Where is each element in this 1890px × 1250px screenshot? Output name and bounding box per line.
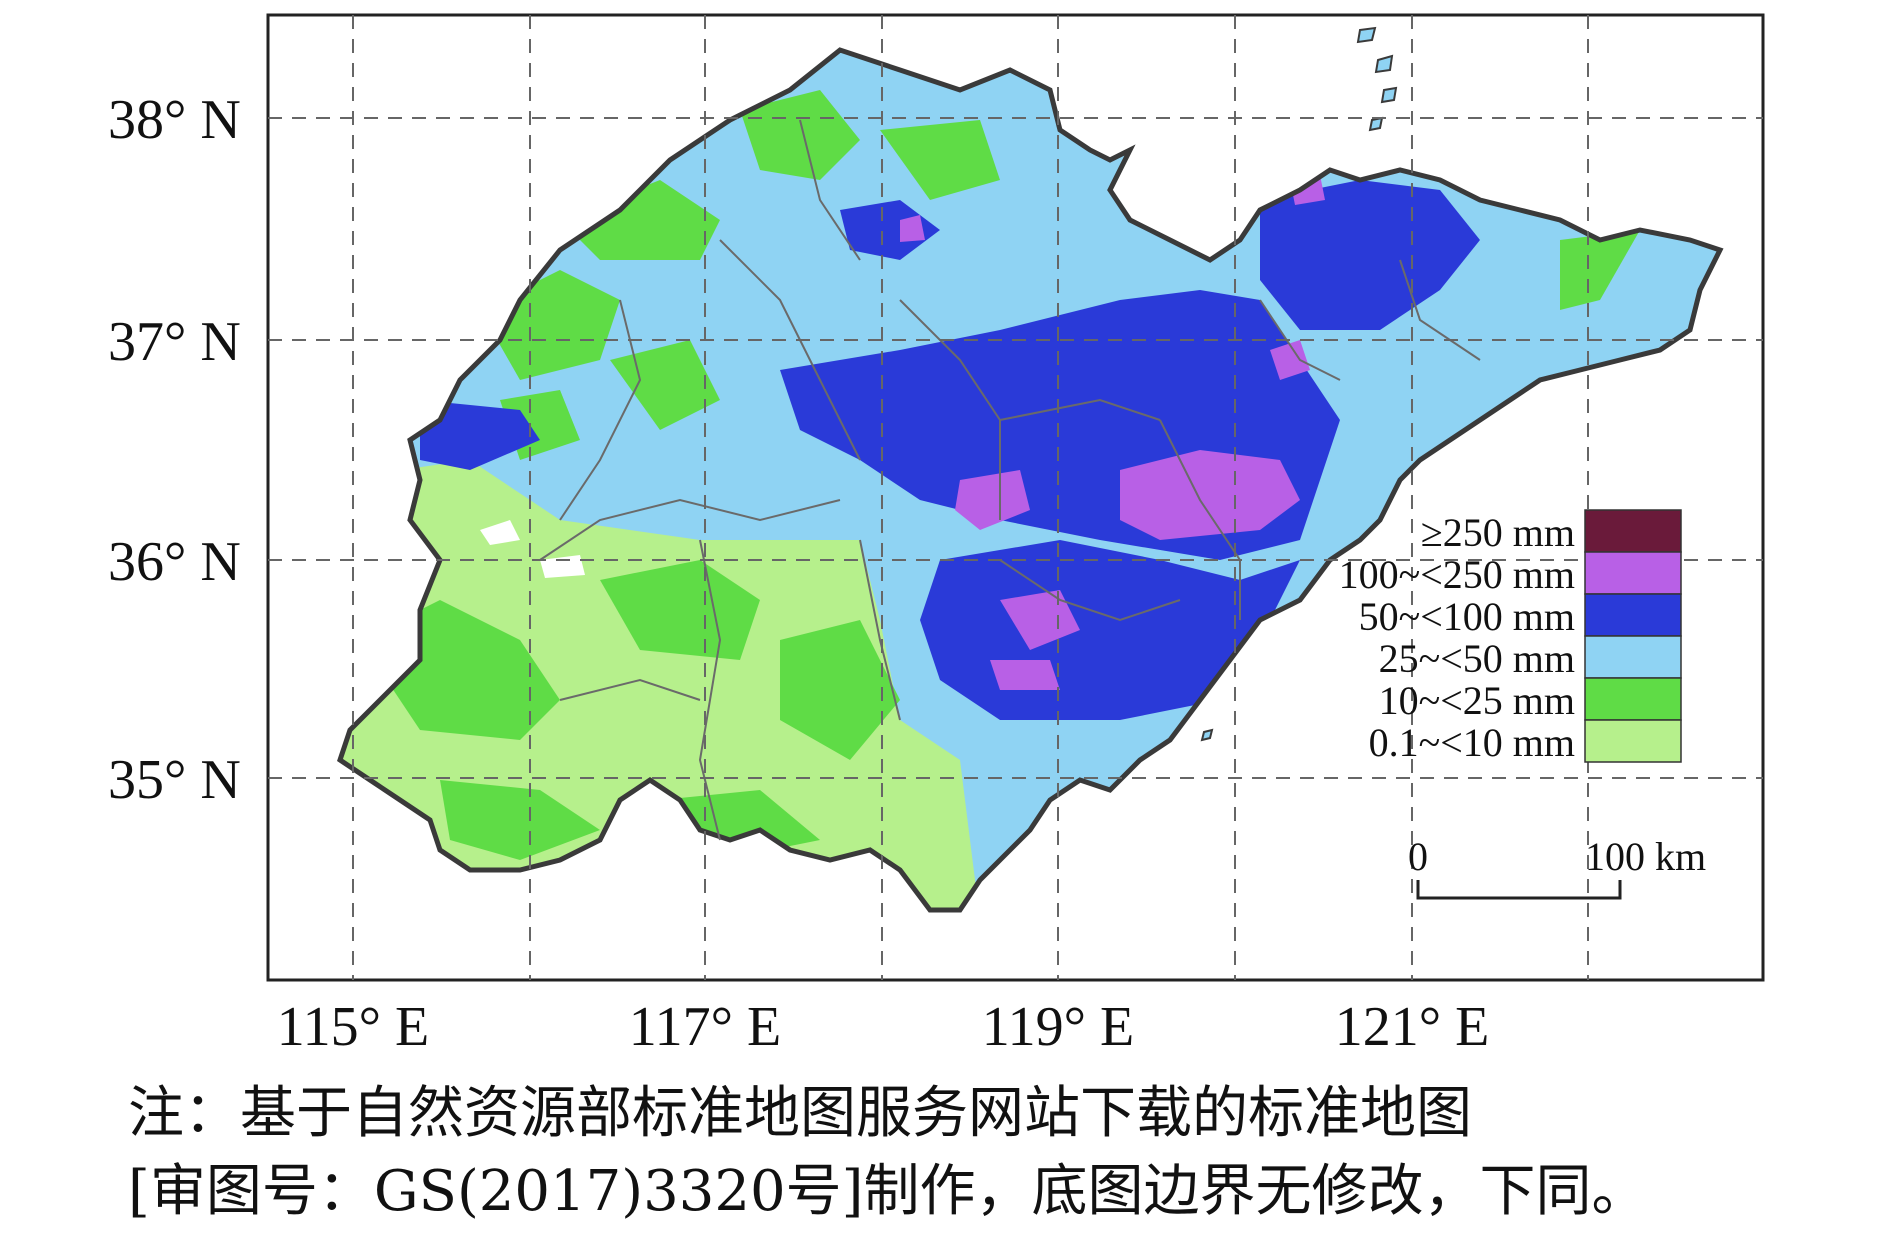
legend-swatch [1584,719,1682,763]
legend-swatch [1584,593,1682,637]
scale-max-label: 100 km [1585,834,1706,879]
lat-label-38: 38° N [108,89,241,151]
legend-item: 100~<250 mm [1339,551,1682,597]
legend-swatch [1584,551,1682,595]
shandong-landmass [337,47,1724,913]
legend-item: 25~<50 mm [1379,635,1682,681]
lon-label-121: 121° E [1335,996,1490,1050]
caption-line-2: [审图号：GS(2017)3320号]制作，底图边界无修改，下同。 [128,1159,1648,1224]
legend-label: ≥250 mm [1421,510,1575,555]
legend-swatch [1584,635,1682,679]
legend-item: ≥250 mm [1421,509,1682,555]
legend-label: 10~<25 mm [1379,678,1575,723]
islands [1200,26,1398,742]
scale-zero-label: 0 [1408,834,1428,879]
legend-swatch [1584,677,1682,721]
legend-label: 0.1~<10 mm [1369,720,1575,765]
map-caption: 注：基于自然资源部标准地图服务网站下载的标准地图 [审图号：GS(2017)33… [128,1075,1868,1231]
legend-item: 0.1~<10 mm [1369,719,1682,765]
legend-swatch [1584,509,1682,553]
legend-label: 100~<250 mm [1339,552,1575,597]
lat-label-35: 35° N [108,749,241,811]
lon-label-117: 117° E [629,996,782,1050]
scale-bar: 0 100 km [1408,834,1706,900]
caption-line-1: 注：基于自然资源部标准地图服务网站下载的标准地图 [128,1081,1472,1146]
lat-label-36: 36° N [108,531,241,593]
precipitation-map: 38° N 37° N 36° N 35° N 115° E 117° E 11… [108,13,1765,1050]
legend-label: 25~<50 mm [1379,636,1575,681]
gridlines [268,15,1763,980]
lat-label-37: 37° N [108,311,241,373]
legend: ≥250 mm 100~<250 mm 50~<100 mm 25~<50 mm… [1339,509,1682,765]
legend-item: 10~<25 mm [1379,677,1682,723]
lon-label-115: 115° E [277,996,430,1050]
legend-item: 50~<100 mm [1359,593,1682,639]
lon-label-119: 119° E [982,996,1135,1050]
legend-label: 50~<100 mm [1359,594,1575,639]
